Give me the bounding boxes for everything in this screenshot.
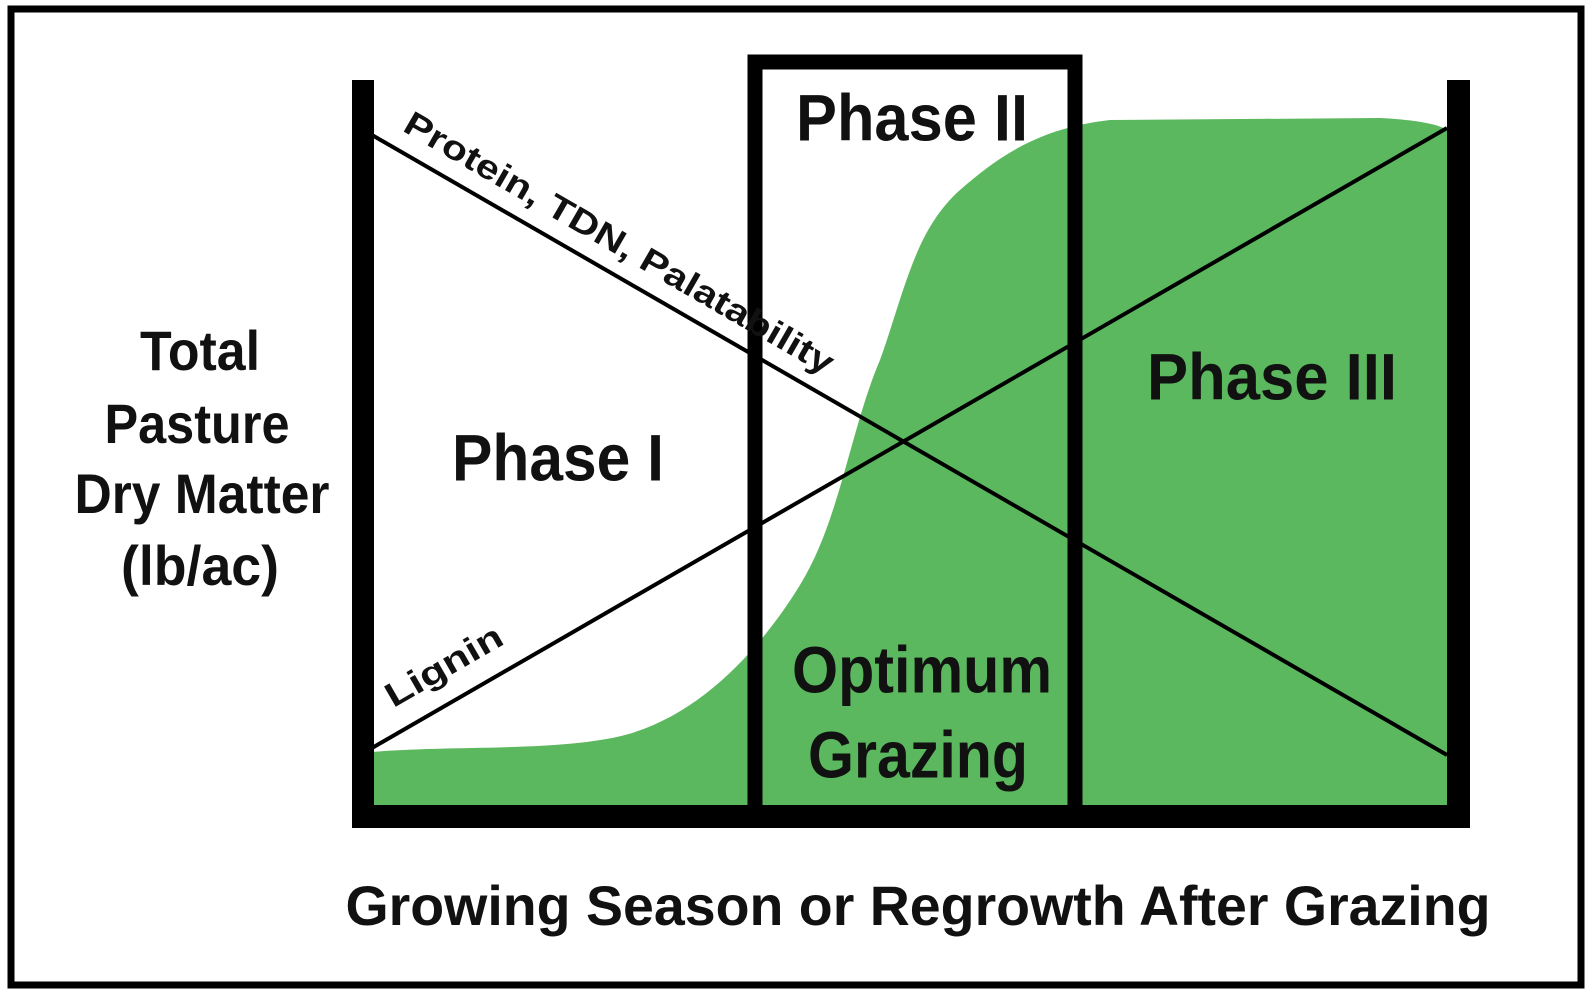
phase-ii-box <box>747 54 1083 805</box>
dry-matter-area <box>372 118 1447 805</box>
phase-label: Phase III <box>1147 339 1397 413</box>
y-label-line: Total <box>140 319 260 382</box>
left-axis <box>352 80 374 828</box>
phase-label: Phase II <box>796 80 1028 154</box>
bottom-axis <box>352 805 1470 828</box>
right-axis <box>1447 80 1470 828</box>
optimum-label: Grazing <box>808 717 1028 791</box>
optimum-label: Optimum <box>792 632 1052 706</box>
y-label-line: (lb/ac) <box>121 534 279 597</box>
y-label-line: Pasture <box>105 392 290 455</box>
x-axis-label: Growing Season or Regrowth After Grazing <box>346 874 1491 937</box>
phase-label: Phase I <box>452 420 664 494</box>
protein-line <box>371 133 1448 757</box>
y-label-line: Dry Matter <box>75 462 330 525</box>
lignin-line <box>371 126 1448 750</box>
